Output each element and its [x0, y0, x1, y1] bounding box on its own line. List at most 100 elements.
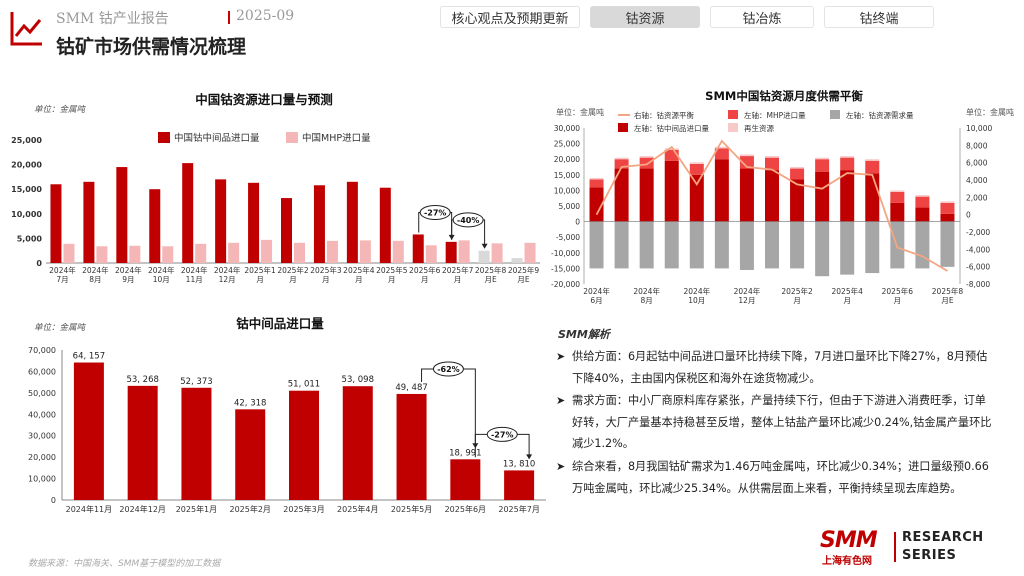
- chart1-bar-intermediate: [412, 234, 424, 263]
- chart1-bar-intermediate: [182, 163, 194, 263]
- chart2-bar-intermediate: [765, 170, 779, 222]
- chart3-data-label: 42, 318: [234, 398, 266, 408]
- chart2-bar-recycled: [614, 157, 629, 160]
- chart2-ytick-right: -6,000: [966, 263, 990, 272]
- chart2-xtick-label: 2025年4: [832, 286, 864, 296]
- chart1-xtick-label: 2025年9: [508, 265, 540, 275]
- chart1-xtick-label: 2025年8: [475, 265, 507, 275]
- chart2-bar-demand: [664, 221, 679, 269]
- chart1-bar-intermediate: [215, 179, 227, 263]
- chart3-xtick-label: 2025年2月: [229, 504, 270, 514]
- chart2-bar-intermediate: [865, 173, 880, 222]
- chart2-ytick-right: -8,000: [966, 280, 990, 289]
- chart1-arrow-head: [481, 243, 488, 249]
- chart3-change-label: -27%: [491, 430, 513, 439]
- chart1-change-bubble: [419, 204, 451, 220]
- chart1-xtick-label: 9月: [122, 275, 134, 284]
- chart2-legend-label: 左轴：钴中间品进口量: [634, 123, 709, 133]
- chart1-xtick-label: 8月: [89, 275, 101, 284]
- chart2-ytick-right: 4,000: [966, 176, 988, 185]
- chart3-data-label: 49, 487: [395, 383, 427, 393]
- chart2-ytick-right: 0: [966, 211, 971, 220]
- chart2-bar-demand: [840, 221, 855, 275]
- chart2-bar-demand: [689, 221, 704, 269]
- analysis-item: ➤ 综合来看，8月我国钴矿需求为1.46万吨金属吨，环比减少0.34%；进口量级…: [556, 456, 996, 499]
- chart2-ytick-left: -15,000: [551, 264, 580, 273]
- chart1-bar-intermediate: [116, 167, 128, 263]
- chart2-balance-line: [595, 139, 948, 272]
- chart2-bar-mhp: [639, 157, 654, 169]
- chart1-bar-mhp: [425, 245, 437, 263]
- analysis-item: ➤ 需求方面：中小厂商原料库存紧张，产量持续下行，但由于下游进入消费旺季，订单好…: [556, 390, 996, 455]
- chart2-bar-demand: [790, 221, 805, 269]
- chart1-xtick-label: 2025年7: [442, 265, 474, 275]
- chart3-ytick-label: 0: [51, 496, 56, 505]
- chart1-xtick-label: 月: [355, 275, 363, 284]
- chart2-bar-mhp: [915, 196, 930, 208]
- chart2-bar-recycled: [940, 201, 955, 203]
- chart2-xtick-label: 月: [894, 296, 902, 305]
- chart1-bar-intermediate: [379, 187, 391, 263]
- chart2-bar-intermediate: [890, 202, 905, 222]
- chart1-ytick-label: 25,000: [11, 136, 42, 145]
- chart2-bar-intermediate: [940, 213, 955, 222]
- brand-smm-text: SMM: [820, 528, 878, 553]
- chart1-bar-mhp: [96, 246, 108, 263]
- chart2-ytick-left: 10,000: [554, 186, 580, 195]
- chart1-change-bubble: [452, 212, 484, 228]
- tab-cobalt-smelting[interactable]: 钴冶炼: [710, 6, 814, 28]
- chart3-change-connector: [421, 368, 476, 446]
- chart3-xtick-label: 2025年6月: [445, 504, 486, 514]
- tab-core-views[interactable]: 核心观点及预期更新: [440, 6, 580, 28]
- chart2-bar-demand: [589, 221, 604, 269]
- chart1-ytick-label: 20,000: [11, 161, 42, 170]
- chart2-bar-mhp: [765, 157, 779, 171]
- chart3-xtick-label: 2024年12月: [119, 504, 166, 514]
- chart2-bar-recycled: [589, 177, 604, 180]
- chart2-bar-demand: [915, 221, 930, 269]
- tab-cobalt-resources[interactable]: 钴资源: [590, 6, 700, 28]
- chart1-xtick-label: 2025年6: [409, 265, 441, 275]
- chart2-xtick-label: 2025年6: [882, 286, 914, 296]
- chart3-bar: [396, 393, 427, 500]
- chart2-xtick-label: 月: [793, 296, 801, 305]
- chart3-data-label: 53, 268: [126, 375, 158, 385]
- chart2-xtick-label: 6月: [590, 296, 602, 305]
- arrow-bullet-icon: ➤: [556, 460, 566, 473]
- chart3-data-label: 13, 810: [503, 459, 535, 469]
- chart3-bar: [181, 387, 212, 500]
- chart2-ytick-right: 8,000: [966, 141, 988, 150]
- chart1-xtick-label: 2024年: [214, 265, 241, 275]
- date-separator: [228, 11, 230, 24]
- report-date: 2025-09: [236, 8, 295, 24]
- chart2-xtick-label: 8月: [641, 296, 653, 305]
- chart1-xtick-label: 2025年4: [343, 265, 375, 275]
- chart1-bar-mhp: [491, 243, 503, 263]
- analysis-text-summary: 综合来看，8月我国钴矿需求为1.46万吨金属吨，环比减少0.34%；进口量级预0…: [572, 460, 989, 495]
- analysis-text-supply: 供给方面：6月起钴中间品进口量环比持续下降，7月进口量环比下降27%，8月预估下…: [572, 350, 988, 385]
- chart1-xtick-label: 2025年2: [277, 265, 309, 275]
- page-title: 钴矿市场供需情况梳理: [56, 36, 247, 58]
- chart2-bar-mhp: [865, 160, 880, 174]
- chart2-bar-recycled: [765, 156, 779, 158]
- chart2-ytick-right: -2,000: [966, 228, 990, 237]
- chart2-bar-demand: [765, 221, 779, 269]
- chart1-bar-mhp: [392, 240, 404, 263]
- chart3-bar: [73, 362, 104, 500]
- arrow-bullet-icon: ➤: [556, 394, 566, 407]
- chart1-xtick-label: 月: [388, 275, 396, 284]
- chart1-xtick-label: 月: [256, 275, 264, 284]
- chart2-bar-recycled: [915, 195, 930, 197]
- chart1-xtick-label: 月: [289, 275, 297, 284]
- chart1-bar-mhp: [294, 242, 305, 263]
- tab-cobalt-terminal[interactable]: 钴终端: [824, 6, 934, 28]
- chart2-bar-mhp: [589, 179, 604, 188]
- chart1-legend-swatch-mhp: [286, 132, 298, 143]
- chart1-xtick-label: 月: [421, 275, 429, 284]
- chart2-bar-recycled: [714, 146, 729, 149]
- chart3-xtick-label: 2025年1月: [176, 504, 217, 514]
- section-tabs: 核心观点及预期更新 钴资源 钴冶炼 钴终端: [440, 6, 934, 28]
- chart2-xtick-label: 2024年: [684, 286, 711, 296]
- chart2-bar-recycled: [664, 148, 679, 150]
